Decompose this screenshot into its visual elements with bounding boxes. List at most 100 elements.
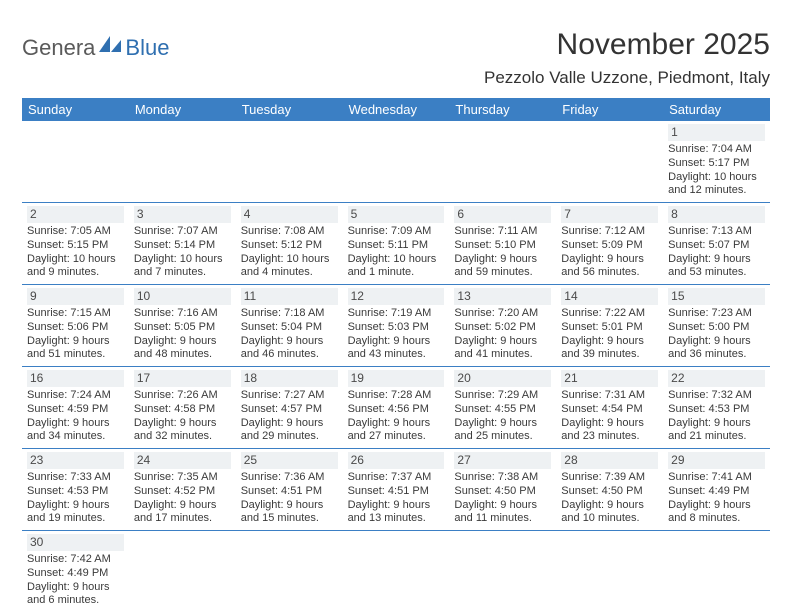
sunrise-line: Sunrise: 7:26 AM	[134, 389, 231, 403]
sunrise-line: Sunrise: 7:20 AM	[454, 307, 551, 321]
daylight2-line: and 11 minutes.	[454, 512, 551, 526]
daylight1-line: Daylight: 9 hours	[454, 253, 551, 267]
daylight1-line: Daylight: 9 hours	[561, 335, 658, 349]
day-cell: 26 Sunrise: 7:37 AMSunset: 4:51 PMDayligh…	[343, 449, 450, 530]
empty-cell	[129, 121, 236, 202]
day-header-row: SundayMondayTuesdayWednesdayThursdayFrid…	[22, 98, 770, 121]
week-row: 30Sunrise: 7:42 AMSunset: 4:49 PMDayligh…	[22, 531, 770, 612]
sunrise-line: Sunrise: 7:08 AM	[241, 225, 338, 239]
sunset-line: Sunset: 4:51 PM	[348, 485, 445, 499]
daylight2-line: and 23 minutes.	[561, 430, 658, 444]
empty-cell	[343, 531, 450, 612]
day-number: 8	[668, 206, 765, 223]
sunset-line: Sunset: 4:53 PM	[668, 403, 765, 417]
day-number: 26	[348, 452, 445, 469]
daylight1-line: Daylight: 9 hours	[27, 335, 124, 349]
day-number: 23	[27, 452, 124, 469]
day-cell: 5Sunrise: 7:09 AMSunset: 5:11 PMDaylight…	[343, 203, 450, 284]
week-row: 1Sunrise: 7:04 AMSunset: 5:17 PMDaylight…	[22, 121, 770, 203]
sunrise-line: Sunrise: 7:37 AM	[348, 471, 445, 485]
sunset-line: Sunset: 4:52 PM	[134, 485, 231, 499]
day-number: 15	[668, 288, 765, 305]
daylight2-line: and 21 minutes.	[668, 430, 765, 444]
daylight1-line: Daylight: 9 hours	[668, 417, 765, 431]
daylight2-line: and 17 minutes.	[134, 512, 231, 526]
daylight1-line: Daylight: 9 hours	[134, 417, 231, 431]
daylight2-line: and 6 minutes.	[27, 594, 124, 608]
sunrise-line: Sunrise: 7:39 AM	[561, 471, 658, 485]
sunset-line: Sunset: 5:05 PM	[134, 321, 231, 335]
sunset-line: Sunset: 5:11 PM	[348, 239, 445, 253]
day-number: 3	[134, 206, 231, 223]
daylight1-line: Daylight: 9 hours	[561, 417, 658, 431]
daylight2-line: and 4 minutes.	[241, 266, 338, 280]
sunset-line: Sunset: 5:10 PM	[454, 239, 551, 253]
day-cell: 13Sunrise: 7:20 AMSunset: 5:02 PMDayligh…	[449, 285, 556, 366]
daylight1-line: Daylight: 9 hours	[348, 417, 445, 431]
daylight1-line: Daylight: 9 hours	[134, 499, 231, 513]
sunset-line: Sunset: 5:14 PM	[134, 239, 231, 253]
day-cell: 19Sunrise: 7:28 AMSunset: 4:56 PMDayligh…	[343, 367, 450, 448]
day-header-cell: Monday	[129, 98, 236, 121]
day-cell: 17Sunrise: 7:26 AMSunset: 4:58 PMDayligh…	[129, 367, 236, 448]
sunset-line: Sunset: 5:04 PM	[241, 321, 338, 335]
daylight1-line: Daylight: 9 hours	[241, 417, 338, 431]
day-number: 5	[348, 206, 445, 223]
daylight1-line: Daylight: 9 hours	[454, 499, 551, 513]
daylight1-line: Daylight: 9 hours	[668, 335, 765, 349]
sunrise-line: Sunrise: 7:22 AM	[561, 307, 658, 321]
day-cell: 4Sunrise: 7:08 AMSunset: 5:12 PMDaylight…	[236, 203, 343, 284]
day-cell: 7Sunrise: 7:12 AMSunset: 5:09 PMDaylight…	[556, 203, 663, 284]
sunset-line: Sunset: 4:49 PM	[27, 567, 124, 581]
day-cell: 25Sunrise: 7:36 AMSunset: 4:51 PMDayligh…	[236, 449, 343, 530]
logo: Genera Blue	[22, 34, 169, 61]
daylight2-line: and 9 minutes.	[27, 266, 124, 280]
empty-cell	[236, 121, 343, 202]
sunset-line: Sunset: 4:51 PM	[241, 485, 338, 499]
daylight1-line: Daylight: 9 hours	[668, 499, 765, 513]
sunrise-line: Sunrise: 7:42 AM	[27, 553, 124, 567]
daylight2-line: and 51 minutes.	[27, 348, 124, 362]
day-number: 4	[241, 206, 338, 223]
day-number: 22	[668, 370, 765, 387]
week-row: 23Sunrise: 7:33 AMSunset: 4:53 PMDayligh…	[22, 449, 770, 531]
day-cell: 30Sunrise: 7:42 AMSunset: 4:49 PMDayligh…	[22, 531, 129, 612]
day-cell: 12Sunrise: 7:19 AMSunset: 5:03 PMDayligh…	[343, 285, 450, 366]
sunrise-line: Sunrise: 7:28 AM	[348, 389, 445, 403]
sunrise-line: Sunrise: 7:38 AM	[454, 471, 551, 485]
day-cell: 16Sunrise: 7:24 AMSunset: 4:59 PMDayligh…	[22, 367, 129, 448]
day-header-cell: Thursday	[449, 98, 556, 121]
daylight1-line: Daylight: 10 hours	[241, 253, 338, 267]
daylight2-line: and 25 minutes.	[454, 430, 551, 444]
empty-cell	[449, 531, 556, 612]
sunrise-line: Sunrise: 7:12 AM	[561, 225, 658, 239]
daylight2-line: and 34 minutes.	[27, 430, 124, 444]
daylight2-line: and 1 minute.	[348, 266, 445, 280]
daylight2-line: and 8 minutes.	[668, 512, 765, 526]
sunset-line: Sunset: 5:09 PM	[561, 239, 658, 253]
sunset-line: Sunset: 4:56 PM	[348, 403, 445, 417]
daylight2-line: and 27 minutes.	[348, 430, 445, 444]
logo-sail-icon	[97, 34, 123, 59]
day-cell: 24Sunrise: 7:35 AMSunset: 4:52 PMDayligh…	[129, 449, 236, 530]
sunrise-line: Sunrise: 7:11 AM	[454, 225, 551, 239]
sunset-line: Sunset: 4:58 PM	[134, 403, 231, 417]
sunset-line: Sunset: 4:50 PM	[561, 485, 658, 499]
empty-cell	[556, 531, 663, 612]
sunrise-line: Sunrise: 7:18 AM	[241, 307, 338, 321]
daylight1-line: Daylight: 9 hours	[348, 499, 445, 513]
day-cell: 29Sunrise: 7:41 AMSunset: 4:49 PMDayligh…	[663, 449, 770, 530]
daylight2-line: and 32 minutes.	[134, 430, 231, 444]
day-cell: 21Sunrise: 7:31 AMSunset: 4:54 PMDayligh…	[556, 367, 663, 448]
daylight2-line: and 7 minutes.	[134, 266, 231, 280]
sunrise-line: Sunrise: 7:23 AM	[668, 307, 765, 321]
day-cell: 6Sunrise: 7:11 AMSunset: 5:10 PMDaylight…	[449, 203, 556, 284]
day-header-cell: Sunday	[22, 98, 129, 121]
day-header-cell: Saturday	[663, 98, 770, 121]
day-number: 7	[561, 206, 658, 223]
day-cell: 2Sunrise: 7:05 AMSunset: 5:15 PMDaylight…	[22, 203, 129, 284]
logo-text-2: Blue	[125, 35, 169, 61]
sunrise-line: Sunrise: 7:41 AM	[668, 471, 765, 485]
empty-cell	[449, 121, 556, 202]
day-cell: 1Sunrise: 7:04 AMSunset: 5:17 PMDaylight…	[663, 121, 770, 202]
